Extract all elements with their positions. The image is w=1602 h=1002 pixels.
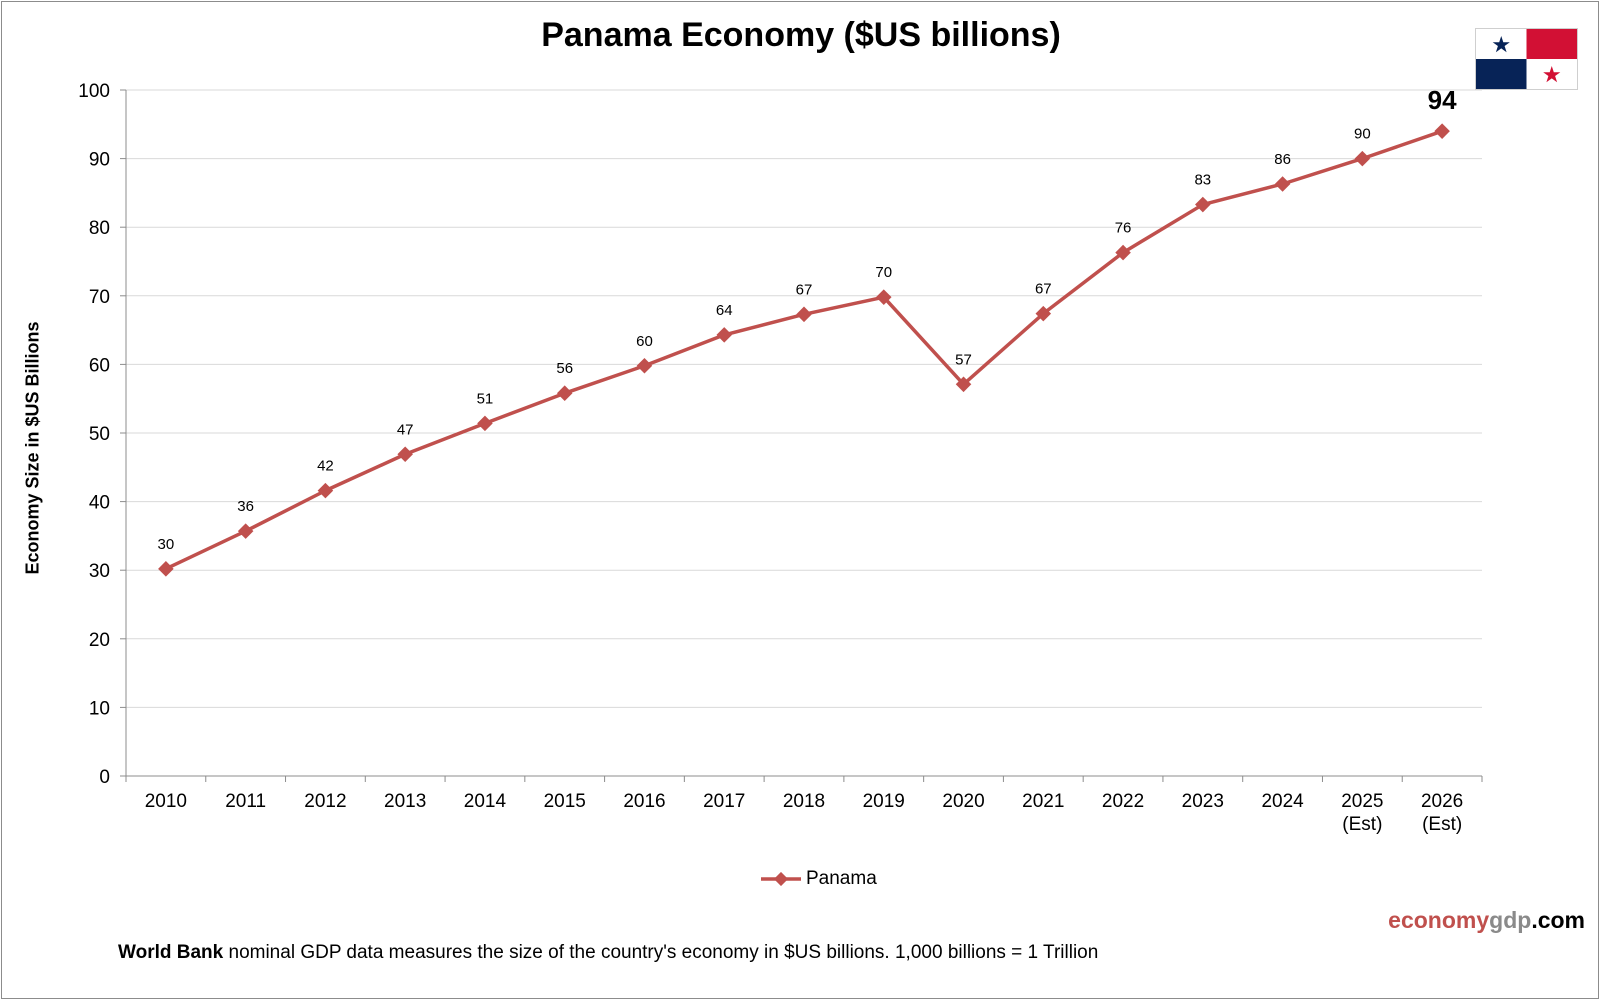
data-point bbox=[1354, 150, 1371, 167]
x-tick-label: 2015 bbox=[544, 791, 586, 812]
brand-part-economy: economy bbox=[1388, 907, 1490, 933]
data-label: 51 bbox=[477, 390, 494, 407]
data-point bbox=[636, 357, 653, 374]
y-tick-label: 30 bbox=[89, 561, 110, 582]
data-label: 47 bbox=[397, 421, 414, 438]
y-tick-label: 90 bbox=[89, 150, 110, 171]
data-label: 86 bbox=[1274, 151, 1291, 168]
data-label: 83 bbox=[1194, 172, 1211, 189]
brand-part-com: .com bbox=[1531, 907, 1585, 933]
chart-title: Panama Economy ($US billions) bbox=[541, 16, 1061, 54]
data-label: 64 bbox=[716, 302, 733, 319]
y-tick-label: 80 bbox=[89, 218, 110, 239]
x-tick-label: 2023 bbox=[1182, 791, 1224, 812]
panama-flag-icon bbox=[1475, 28, 1578, 90]
data-label: 76 bbox=[1115, 220, 1132, 237]
data-point bbox=[477, 415, 493, 432]
x-tick-label: (Est) bbox=[1422, 814, 1462, 835]
x-tick-label: 2014 bbox=[464, 791, 507, 812]
data-point bbox=[556, 385, 573, 401]
x-tick-label: 2020 bbox=[942, 791, 984, 812]
x-tick-label: 2025 bbox=[1341, 791, 1383, 812]
legend: Panama bbox=[760, 868, 877, 890]
data-label: 56 bbox=[556, 360, 573, 377]
x-tick-label: 2026 bbox=[1421, 791, 1463, 812]
data-point bbox=[1035, 305, 1052, 322]
data-label: 30 bbox=[158, 536, 175, 553]
data-label: 94 bbox=[1428, 85, 1457, 115]
data-label: 42 bbox=[317, 458, 334, 475]
data-label: 90 bbox=[1354, 126, 1371, 143]
y-tick-label: 60 bbox=[89, 355, 110, 376]
y-axis-label: Economy Size in $US Billions bbox=[22, 321, 43, 575]
data-point bbox=[158, 561, 174, 577]
data-point bbox=[716, 327, 733, 343]
data-label: 57 bbox=[955, 351, 972, 368]
x-tick-label: 2024 bbox=[1261, 791, 1304, 812]
x-tick-label: 2016 bbox=[623, 791, 665, 812]
y-tick-label: 100 bbox=[78, 81, 110, 102]
x-tick-label: 2013 bbox=[384, 791, 426, 812]
brand-part-gdp: gdp bbox=[1489, 907, 1532, 933]
x-tick-label: 2017 bbox=[703, 791, 745, 812]
data-label: 70 bbox=[875, 264, 892, 281]
data-label: 67 bbox=[796, 281, 813, 298]
x-tick-label: 2018 bbox=[783, 791, 825, 812]
data-point bbox=[1195, 196, 1211, 213]
data-label: 67 bbox=[1035, 281, 1052, 298]
data-point bbox=[796, 306, 812, 323]
x-tick-label: 2012 bbox=[304, 791, 346, 812]
y-tick-label: 50 bbox=[89, 424, 110, 445]
data-point bbox=[397, 446, 413, 463]
x-tick-label: (Est) bbox=[1342, 814, 1382, 835]
x-tick-label: 2019 bbox=[863, 791, 905, 812]
y-tick-label: 10 bbox=[89, 698, 110, 719]
data-label: 36 bbox=[237, 498, 254, 515]
footnote-source: World Bank bbox=[118, 942, 224, 963]
brand-watermark[interactable]: economygdp.com bbox=[1388, 907, 1585, 934]
x-tick-label: 2010 bbox=[145, 791, 187, 812]
y-tick-label: 0 bbox=[99, 767, 110, 788]
y-tick-label: 70 bbox=[89, 287, 110, 308]
y-tick-label: 20 bbox=[89, 630, 110, 651]
legend-label: Panama bbox=[806, 868, 877, 889]
footnote: World Bank nominal GDP data measures the… bbox=[118, 942, 1098, 964]
data-point bbox=[317, 482, 334, 499]
footnote-text: nominal GDP data measures the size of th… bbox=[223, 942, 1099, 963]
x-tick-label: 2011 bbox=[225, 791, 266, 812]
data-point bbox=[1115, 244, 1131, 261]
data-label: 60 bbox=[636, 333, 653, 350]
series-line-panama bbox=[165, 129, 1443, 571]
x-tick-label: 2021 bbox=[1022, 791, 1064, 812]
data-point bbox=[1274, 176, 1291, 192]
y-tick-label: 40 bbox=[89, 493, 110, 514]
data-point bbox=[237, 523, 254, 539]
data-point bbox=[1434, 123, 1450, 139]
legend-swatch bbox=[761, 872, 801, 886]
x-tick-label: 2022 bbox=[1102, 791, 1144, 812]
